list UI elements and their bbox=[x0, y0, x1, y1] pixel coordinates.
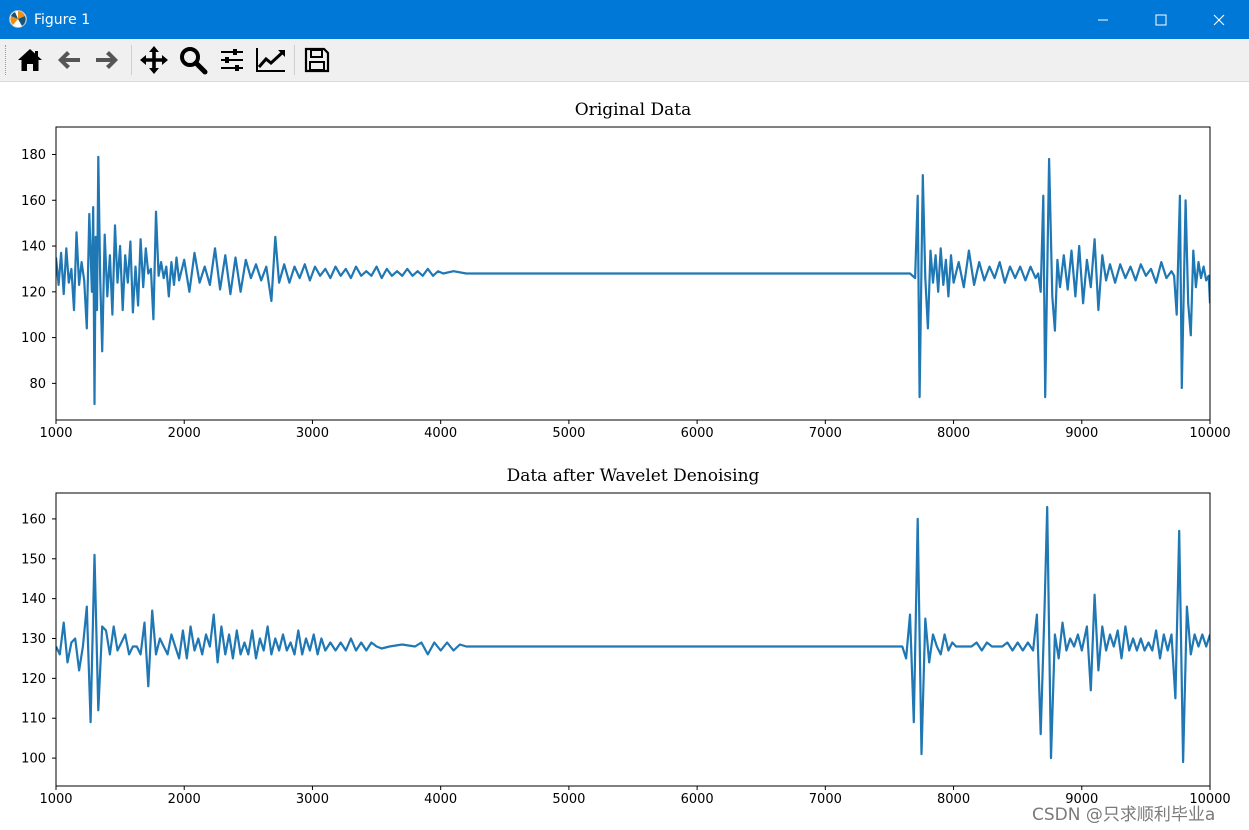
sliders-icon bbox=[221, 49, 243, 71]
x-tick-label: 6000 bbox=[681, 792, 714, 807]
x-tick-label: 7000 bbox=[809, 792, 842, 807]
arrow-left-icon bbox=[58, 51, 80, 69]
toolbar-grip bbox=[5, 45, 8, 75]
window-titlebar: Figure 1 bbox=[0, 0, 1249, 39]
x-tick-label: 3000 bbox=[296, 792, 329, 807]
axes-frame bbox=[55, 126, 1211, 421]
subplots-button[interactable] bbox=[216, 44, 248, 76]
x-tick-label: 4000 bbox=[424, 792, 457, 807]
minimize-icon bbox=[1098, 19, 1108, 20]
x-tick-label: 5000 bbox=[552, 426, 585, 441]
maximize-button[interactable] bbox=[1132, 0, 1190, 39]
y-tick-label: 120 bbox=[21, 285, 46, 300]
toolbar-separator bbox=[294, 45, 295, 75]
move-icon bbox=[140, 46, 168, 74]
toolbar-separator bbox=[131, 45, 132, 75]
x-tick-label: 4000 bbox=[424, 426, 457, 441]
x-tick-label: 2000 bbox=[168, 426, 201, 441]
axes-title: Original Data bbox=[575, 100, 691, 120]
y-tick-label: 140 bbox=[21, 592, 46, 607]
y-tick-label: 80 bbox=[29, 377, 46, 392]
navigation-toolbar bbox=[0, 39, 1249, 82]
trend-line-icon bbox=[256, 48, 285, 72]
customize-button[interactable] bbox=[255, 44, 287, 76]
axes-title: Data after Wavelet Denoising bbox=[507, 466, 760, 486]
minimize-button[interactable] bbox=[1074, 0, 1132, 39]
y-tick-label: 130 bbox=[21, 632, 46, 647]
x-tick-label: 3000 bbox=[296, 426, 329, 441]
x-tick-label: 9000 bbox=[1065, 792, 1098, 807]
x-tick-label: 6000 bbox=[681, 426, 714, 441]
magnifier-icon bbox=[180, 47, 208, 75]
axes-frame bbox=[55, 492, 1211, 787]
x-tick-label: 10000 bbox=[1189, 792, 1230, 807]
x-tick-label: 2000 bbox=[168, 792, 201, 807]
x-tick-label: 9000 bbox=[1065, 426, 1098, 441]
y-tick-label: 160 bbox=[21, 194, 46, 209]
x-tick-label: 1000 bbox=[39, 792, 72, 807]
home-button[interactable] bbox=[14, 44, 46, 76]
x-tick-label: 8000 bbox=[937, 792, 970, 807]
x-tick-label: 5000 bbox=[552, 792, 585, 807]
x-tick-label: 10000 bbox=[1189, 426, 1230, 441]
x-tick-label: 7000 bbox=[809, 426, 842, 441]
y-tick-label: 100 bbox=[21, 331, 46, 346]
axes-2: 1000 2000 3000 4000 5000 6000 7000 8000 9000 1000… bbox=[21, 466, 1231, 807]
series-line bbox=[56, 505, 1210, 764]
arrow-right-icon bbox=[96, 51, 118, 69]
figure-canvas[interactable]: 1000 2000 3000 4000 5000 6000 7000 8000 9000 1000… bbox=[0, 82, 1249, 830]
maximize-icon bbox=[1155, 14, 1167, 25]
y-tick-label: 150 bbox=[21, 552, 46, 567]
matplotlib-logo-icon bbox=[9, 10, 27, 28]
save-button[interactable] bbox=[301, 44, 333, 76]
series-line bbox=[56, 155, 1210, 406]
floppy-disk-icon bbox=[304, 47, 330, 73]
watermark-text: CSDN @只求顺利毕业a bbox=[1032, 805, 1216, 825]
y-tick-label: 120 bbox=[21, 672, 46, 687]
home-icon bbox=[18, 49, 42, 71]
forward-button[interactable] bbox=[91, 44, 123, 76]
window-title: Figure 1 bbox=[34, 12, 91, 28]
zoom-button[interactable] bbox=[177, 44, 209, 76]
y-tick-label: 160 bbox=[21, 512, 46, 527]
y-tick-label: 110 bbox=[21, 712, 46, 727]
axes-1: 1000 2000 3000 4000 5000 6000 7000 8000 9000 1000… bbox=[21, 100, 1231, 441]
pan-button[interactable] bbox=[138, 44, 170, 76]
x-tick-label: 8000 bbox=[937, 426, 970, 441]
y-tick-label: 140 bbox=[21, 240, 46, 255]
y-tick-label: 100 bbox=[21, 752, 46, 767]
close-button[interactable] bbox=[1190, 0, 1248, 39]
back-button[interactable] bbox=[53, 44, 85, 76]
close-icon bbox=[1213, 14, 1225, 25]
x-tick-label: 1000 bbox=[39, 426, 72, 441]
figure-svg: 1000 2000 3000 4000 5000 6000 7000 8000 9000 1000… bbox=[21, 100, 1231, 807]
y-tick-label: 180 bbox=[21, 148, 46, 163]
